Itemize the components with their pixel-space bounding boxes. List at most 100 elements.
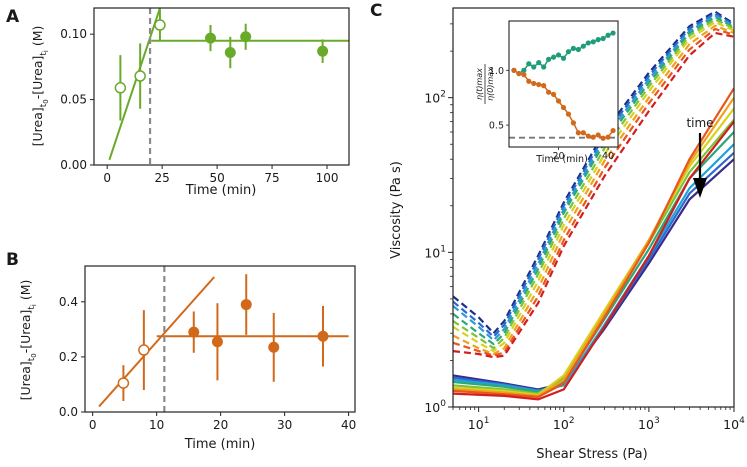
- panel-a-filled-point: [224, 46, 236, 58]
- inset-teal-point: [536, 60, 542, 66]
- panel-a-y-tick-label: 0.00: [60, 158, 87, 172]
- viscosity-dashed-series: [453, 15, 734, 346]
- inset-teal-point: [531, 64, 537, 70]
- inset-x-tick-label: 40: [602, 151, 614, 162]
- inset-orange-point: [565, 111, 572, 117]
- inset: 20 40 0.5 1.0 Time (min) η(t)max η(0)max: [475, 20, 619, 165]
- viscosity-dashed-series: [453, 18, 734, 350]
- inset-y-tick-label: 0.5: [489, 121, 504, 132]
- viscosity-solid-series: [453, 87, 734, 399]
- viscosity-dashed-series: [453, 10, 734, 335]
- inset-ylabel-numerator: η(t)max: [475, 68, 484, 100]
- panel-a-x-tick-label: 100: [316, 171, 339, 185]
- panel-b-x-tick-label: 10: [149, 418, 164, 432]
- panel-a-y-tick-label: 0.10: [60, 27, 87, 41]
- panel-b-plot-area: [98, 266, 349, 412]
- viscosity-dashed-series: [453, 27, 734, 357]
- inset-orange-point: [590, 134, 596, 140]
- panel-b-x-tick-label: 20: [213, 418, 228, 432]
- inset-teal-point: [555, 52, 562, 58]
- time-annotation: time: [686, 116, 713, 130]
- inset-orange-point: [610, 127, 616, 134]
- inset-orange-point: [531, 80, 537, 87]
- inset-teal-point: [526, 61, 532, 67]
- panel-a-x-tick-label: 0: [103, 171, 111, 185]
- panel-b-filled-point: [211, 336, 223, 348]
- panel-a-x-tick-label: 75: [264, 171, 279, 185]
- inset-orange-point: [575, 130, 581, 136]
- inset-series-group: [509, 30, 618, 141]
- panel-a-ticks: 0 25 50 75 100 0.00 0.05 0.10: [60, 27, 338, 185]
- panel-b-ylabel: [Urea]t0-[Urea]ti (M): [18, 280, 38, 401]
- panel-b-series-group: [98, 266, 349, 412]
- inset-teal-point: [570, 45, 577, 51]
- panel-b-x-tick-label: 0: [89, 418, 97, 432]
- inset-teal-point: [546, 56, 552, 62]
- inset-orange-point: [546, 89, 552, 95]
- panel-b-y-tick-label: 0.4: [59, 295, 78, 309]
- panel-a-label: A: [6, 7, 20, 27]
- viscosity-solid-series: [453, 107, 734, 396]
- inset-orange-point: [595, 132, 601, 138]
- inset-orange-point: [536, 81, 542, 88]
- inset-orange-point: [570, 120, 577, 126]
- inset-teal-point: [580, 43, 586, 49]
- inset-orange-point: [541, 83, 547, 89]
- inset-frame: [508, 20, 619, 148]
- panel-c-x-tick-label: 102: [553, 416, 575, 432]
- panel-b-open-point: [138, 344, 150, 356]
- panel-b-rise-fit-line: [98, 276, 215, 408]
- panel-b-filled-point: [317, 330, 329, 342]
- inset-teal-point: [595, 37, 601, 43]
- panel-b-ticks: 0 10 20 30 40 0.0 0.2 0.4: [59, 295, 356, 432]
- panel-a-open-point: [134, 70, 146, 82]
- inset-teal-point: [550, 54, 557, 60]
- panel-c-plot-area: [453, 10, 734, 401]
- inset-orange-point: [585, 133, 591, 139]
- inset-orange-point: [526, 78, 532, 84]
- panel-b-filled-point: [240, 299, 252, 311]
- inset-teal-point: [590, 39, 596, 45]
- panel-b-x-tick-label: 40: [341, 418, 356, 432]
- panel-a-y-tick-label: 0.05: [60, 93, 87, 107]
- inset-plot-area: [509, 30, 618, 141]
- inset-ylabel: η(t)max η(0)max: [475, 64, 495, 104]
- inset-background: [509, 21, 618, 147]
- panel-b-label: B: [6, 250, 19, 270]
- panel-c: C 101 102 103 104 100 101 102 Shear Stress (Pa…: [370, 1, 745, 462]
- panel-b-y-tick-label: 0.0: [59, 405, 78, 419]
- panel-a-filled-point: [240, 31, 252, 43]
- inset-ticks: 20 40 0.5 1.0: [489, 66, 614, 162]
- panel-b-filled-point: [188, 326, 200, 338]
- panel-b-xlabel: Time (min): [184, 437, 256, 452]
- inset-orange-point: [555, 98, 562, 104]
- inset-teal-point: [565, 49, 572, 55]
- panel-c-y-tick-label: 100: [424, 399, 446, 415]
- inset-orange-point: [511, 67, 517, 73]
- inset-orange-point: [600, 135, 606, 141]
- inset-orange-point: [550, 91, 557, 98]
- inset-teal-point: [600, 35, 606, 42]
- viscosity-solid-series: [453, 143, 734, 393]
- panel-a-x-tick-label: 25: [155, 171, 170, 185]
- panel-a-open-point: [154, 19, 166, 31]
- panel-a-series-group: [108, 8, 349, 165]
- inset-xlabel: Time (min): [535, 154, 588, 165]
- inset-orange-point: [560, 104, 567, 111]
- panel-a-filled-point: [205, 32, 217, 44]
- viscosity-solid-series: [453, 120, 734, 401]
- inset-teal-point: [605, 32, 611, 38]
- inset-y-tick-label: 1.0: [489, 66, 504, 77]
- panel-c-x-tick-label: 103: [638, 416, 660, 432]
- inset-x-tick-label: 20: [552, 151, 564, 162]
- panel-c-frame: [452, 7, 735, 408]
- viscosity-dashed-series: [453, 31, 734, 359]
- panel-b-filled-point: [268, 341, 280, 353]
- panel-c-x-tick-label: 104: [723, 416, 745, 432]
- viscosity-dashed-series: [453, 12, 734, 339]
- panel-a-open-point: [114, 82, 127, 94]
- inset-teal-point: [575, 46, 581, 53]
- panel-a: A 0 25 50 75 100 0.00 0.05 0.10 Time (min) [Ure…: [6, 7, 350, 198]
- panel-c-ticks: 101 102 103 104 100 101 102: [424, 23, 745, 432]
